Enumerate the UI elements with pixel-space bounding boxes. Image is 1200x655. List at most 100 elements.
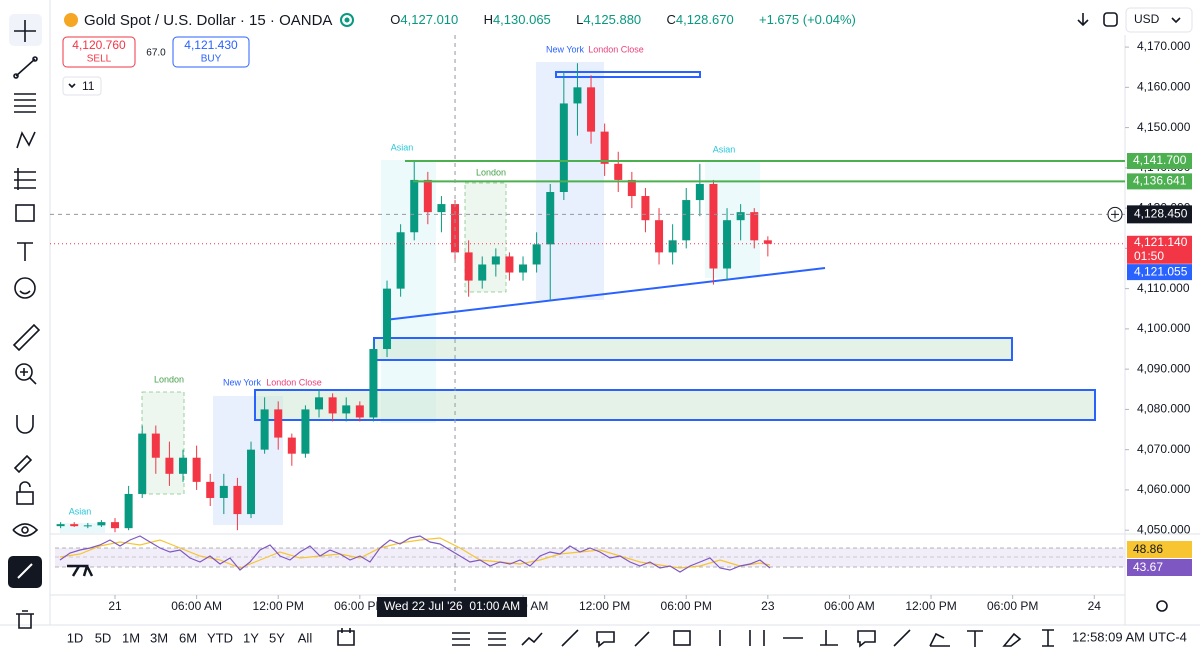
bottom-bar-part[interactable] [561, 629, 579, 647]
zone-boxes-part[interactable] [384, 267, 826, 321]
sell-label[interactable]: SELL [87, 54, 112, 65]
bottom-bar[interactable] [337, 628, 1054, 648]
download-icon[interactable] [1077, 13, 1089, 27]
session-label: New York [223, 377, 262, 387]
add-alert-plus[interactable] [1111, 210, 1119, 219]
bottom-bar-part[interactable] [929, 632, 950, 647]
drawing-toolbar[interactable] [8, 14, 42, 629]
bottom-bar-part[interactable] [634, 631, 650, 647]
ohlc-value: 4,125.880 [583, 12, 641, 27]
bottom-bar-part[interactable] [857, 630, 876, 648]
chevron[interactable] [68, 83, 76, 89]
range-button[interactable]: YTD [207, 630, 233, 645]
bottom-bar-part[interactable] [452, 632, 506, 646]
drawing-toolbar-part[interactable] [15, 204, 35, 222]
bottom-bar-part[interactable] [1042, 629, 1054, 647]
drawing-toolbar-part[interactable] [14, 277, 36, 299]
range-button[interactable]: All [298, 630, 313, 645]
session-boxes-part [60, 523, 105, 533]
candle-body [247, 449, 256, 515]
ohlc-key: O [390, 12, 400, 27]
drawing-toolbar-part[interactable] [15, 58, 36, 77]
candle-body [274, 409, 283, 438]
drawing-toolbar-part[interactable] [32, 56, 38, 62]
drawing-toolbar-part[interactable] [16, 131, 36, 149]
range-button[interactable]: 5Y [269, 630, 285, 645]
y-tick-label: 4,170.000 [1137, 39, 1191, 53]
session-label: London Close [588, 44, 644, 54]
candle-body [423, 179, 432, 213]
range-button[interactable]: 1M [122, 630, 140, 645]
buy-label[interactable]: BUY [201, 54, 222, 65]
indicators-count[interactable]: 11 [82, 79, 95, 93]
bottom-bar-part[interactable] [521, 632, 543, 646]
candle-body [723, 220, 732, 269]
indicators-toggle[interactable] [62, 76, 102, 96]
candle-body [342, 405, 351, 414]
drawing-toolbar-part[interactable] [21, 526, 29, 534]
ohlc-key: C [666, 12, 675, 27]
drawing-toolbar-part[interactable] [19, 290, 31, 295]
drawing-toolbar-part[interactable] [19, 481, 31, 492]
range-button[interactable]: 1Y [243, 630, 259, 645]
drawing-toolbar-part[interactable] [12, 523, 39, 537]
candle-body [627, 179, 636, 197]
x-tick-label: 06:00 PM [661, 599, 712, 613]
range-button[interactable]: 5D [95, 630, 112, 645]
zone-boxes-part[interactable] [373, 337, 1013, 361]
drawing-toolbar-part[interactable] [20, 368, 37, 385]
y-tick-label: 4,080.000 [1137, 402, 1191, 416]
layout-icon[interactable] [1103, 12, 1118, 27]
drawing-toolbar-part[interactable] [17, 242, 33, 261]
drawing-toolbar-part[interactable] [14, 168, 36, 190]
zone-boxes-part[interactable] [254, 389, 1096, 421]
bottom-bar-part[interactable] [596, 631, 615, 648]
ohlc-key: L [576, 12, 583, 27]
drawing-toolbar-part[interactable] [14, 93, 36, 113]
y-tick-label: 4,060.000 [1137, 482, 1191, 496]
drawing-toolbar-part[interactable] [13, 73, 19, 79]
settings-icon[interactable] [1156, 600, 1168, 612]
candle-body [124, 493, 133, 529]
drawing-toolbar-part[interactable] [17, 563, 33, 579]
bottom-bar-part[interactable] [673, 630, 691, 646]
currency-button[interactable] [1125, 7, 1193, 33]
bottom-bar-part[interactable] [337, 628, 355, 646]
zone-boxes[interactable] [254, 71, 1096, 421]
range-button[interactable]: 1D [67, 630, 84, 645]
symbol-title[interactable]: Gold Spot / U.S. Dollar · 15 · OANDA [84, 12, 332, 29]
drawing-toolbar-part[interactable] [16, 610, 34, 629]
sell-price[interactable]: 4,120.760 [72, 38, 126, 52]
range-button[interactable]: 3M [150, 630, 168, 645]
bottom-bar-part[interactable] [893, 629, 911, 647]
candle-body [491, 256, 500, 265]
candle-body [260, 409, 269, 450]
drawing-toolbar-part[interactable] [12, 323, 41, 352]
ohlc-value: 4,130.065 [493, 12, 551, 27]
zone-boxes-part[interactable] [555, 71, 701, 78]
candle-body [56, 524, 65, 527]
chevron[interactable] [1171, 17, 1181, 24]
range-button[interactable]: 6M [179, 630, 197, 645]
market-status-dot [344, 17, 350, 23]
buy-button[interactable] [172, 36, 250, 68]
sell-button[interactable] [62, 36, 136, 68]
drawing-toolbar-part[interactable] [16, 415, 34, 434]
drawing-toolbar-part[interactable] [14, 20, 36, 42]
drawing-toolbar-part[interactable] [16, 491, 34, 505]
bottom-bar-part[interactable] [1002, 632, 1022, 647]
bottom-bar-part[interactable] [719, 630, 803, 646]
drawing-toolbar-part[interactable] [15, 363, 33, 381]
candle-body [315, 397, 324, 410]
bottom-bar-part[interactable] [967, 630, 983, 647]
bottom-bar-part[interactable] [820, 630, 838, 646]
drawing-toolbar-part[interactable] [13, 454, 33, 474]
buy-price[interactable]: 4,121.430 [184, 38, 238, 52]
candle-body [668, 240, 677, 253]
ohlc-value: 4,127.010 [400, 12, 458, 27]
candle-body [219, 485, 228, 498]
level-label: 4,136.641 [1133, 174, 1187, 188]
rsi-ma-label: 48.86 [1133, 542, 1163, 556]
bid-box [1127, 264, 1192, 281]
currency[interactable]: USD [1134, 12, 1160, 26]
